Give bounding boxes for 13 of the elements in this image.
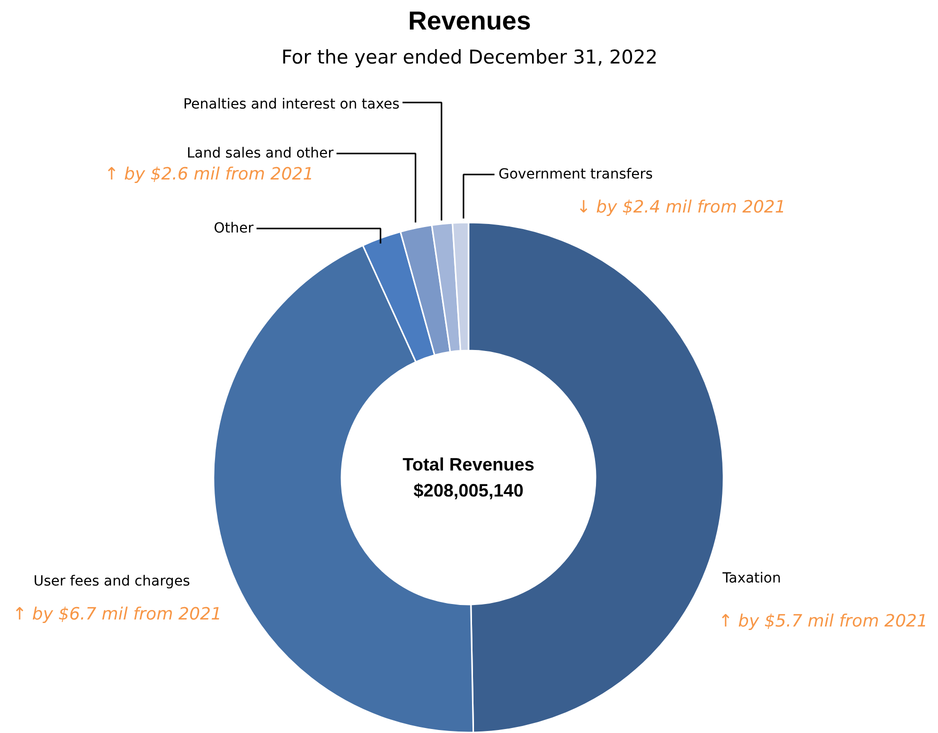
- text: Total Revenues $208,005,140: [402, 454, 534, 500]
- slice-label: Other: [214, 220, 254, 236]
- chart-title: Revenues: [408, 6, 531, 36]
- text: ↑ by $5.7 mil from 2021: [718, 612, 928, 632]
- text: ↑ by $6.7 mil from 2021: [12, 604, 222, 624]
- text: ↑ by $2.6 mil from 2021: [104, 164, 314, 184]
- slice-label: Land sales and other: [186, 146, 334, 162]
- text: ↓ by $2.4 mil from 2021: [576, 198, 786, 218]
- slice-label: User fees and charges: [34, 574, 190, 590]
- slice-label: Government transfers: [498, 166, 653, 182]
- slice-label: Penalties and interest on taxes: [183, 96, 400, 112]
- slice-label: Taxation: [722, 570, 781, 586]
- chart-subtitle: For the year ended December 31, 2022: [281, 46, 658, 68]
